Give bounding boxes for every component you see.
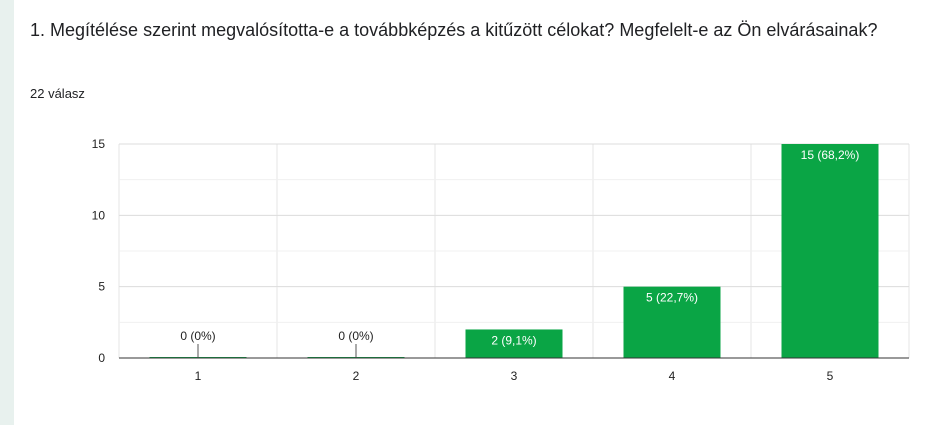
data-label: 0 (0%) bbox=[338, 329, 373, 343]
y-tick-label: 0 bbox=[98, 351, 105, 365]
y-tick-label: 10 bbox=[92, 208, 106, 222]
x-tick-label: 1 bbox=[195, 369, 202, 383]
question-title: 1. Megítélése szerint megvalósította-e a… bbox=[30, 20, 878, 40]
bar bbox=[465, 329, 563, 358]
x-tick-label: 5 bbox=[827, 369, 834, 383]
data-label: 5 (22,7%) bbox=[646, 291, 698, 305]
x-tick-label: 3 bbox=[511, 369, 518, 383]
y-tick-label: 5 bbox=[98, 280, 105, 294]
data-label: 15 (68,2%) bbox=[801, 148, 860, 162]
x-tick-label: 2 bbox=[353, 369, 360, 383]
data-label: 0 (0%) bbox=[180, 329, 215, 343]
y-tick-label: 15 bbox=[92, 137, 106, 151]
x-tick-label: 4 bbox=[669, 369, 676, 383]
bar bbox=[781, 144, 879, 358]
data-label: 2 (9,1%) bbox=[491, 333, 536, 347]
bar bbox=[623, 286, 721, 358]
response-count: 22 válasz bbox=[30, 86, 85, 101]
